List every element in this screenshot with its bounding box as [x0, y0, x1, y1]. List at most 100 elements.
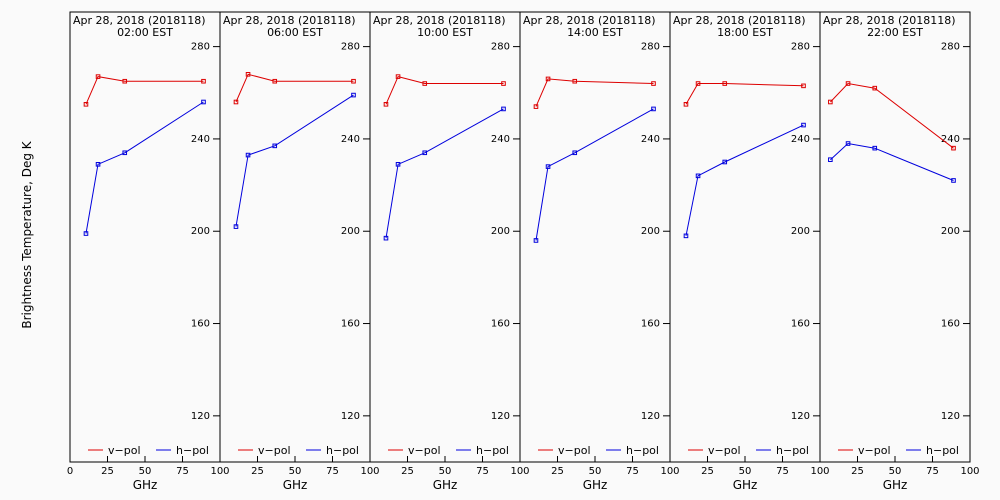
x-tick-label: 25: [851, 466, 864, 477]
y-tick-label: 200: [941, 226, 960, 237]
x-tick-label: 25: [701, 466, 714, 477]
vpol-point: [395, 74, 401, 79]
y-tick-label: 160: [641, 319, 660, 330]
panel-1: Apr 28, 2018 (2018118)02:00 EST 120 160 200…: [67, 11, 230, 492]
vpol-line: [385, 76, 504, 105]
vpol-point: [695, 81, 701, 86]
y-tick-label: 200: [341, 226, 360, 237]
hpol-point: [201, 99, 206, 105]
y-tick-label: 120: [941, 411, 960, 422]
y-tick-label: 160: [341, 319, 360, 330]
vpol-point: [683, 102, 689, 107]
x-tick-label: 25: [401, 466, 414, 477]
y-tick-label: 200: [641, 226, 660, 237]
y-tick-label: 240: [491, 134, 510, 145]
vpol-point: [422, 81, 428, 86]
vpol-point: [651, 81, 656, 86]
x-tick-label: 25: [101, 466, 114, 477]
x-axis-label: GHz: [583, 478, 608, 492]
x-tick-label: 50: [739, 466, 752, 477]
vpol-point: [501, 81, 506, 86]
y-tick-label: 200: [191, 226, 210, 237]
x-tick-label: 100: [960, 466, 979, 477]
x-tick-label: 75: [626, 466, 639, 477]
hpol-point: [872, 145, 878, 151]
hpol-point: [122, 150, 128, 156]
legend-hpol-label: h−pol: [626, 444, 659, 457]
x-tick-label: 25: [551, 466, 564, 477]
hpol-point: [572, 150, 578, 156]
panel-subtitle: 10:00 EST: [417, 26, 473, 39]
hpol-point: [533, 238, 539, 243]
vpol-point: [545, 76, 551, 82]
x-tick-label: 75: [176, 466, 189, 477]
y-axis-label: Brightness Temperature, Deg K: [20, 140, 34, 328]
y-tick-label: 120: [191, 411, 210, 422]
x-tick-label: 50: [889, 466, 902, 477]
legend-hpol-label: h−pol: [326, 444, 359, 457]
panel-title: Apr 28, 2018 (2018118): [523, 14, 656, 27]
vpol-point: [801, 83, 806, 89]
y-tick-label: 120: [641, 411, 660, 422]
vpol-point: [201, 78, 206, 84]
y-tick-label: 240: [791, 134, 810, 145]
vpol-line: [685, 83, 804, 105]
hpol-point: [395, 162, 401, 167]
vpol-line: [535, 78, 654, 107]
x-tick-label: 100: [210, 466, 229, 477]
hpol-point: [95, 162, 101, 167]
hpol-point: [828, 157, 833, 162]
vpol-point: [872, 85, 878, 91]
legend-vpol-label: v−pol: [258, 444, 291, 457]
vpol-point: [122, 78, 128, 84]
vpol-point: [533, 104, 539, 109]
hpol-point: [351, 92, 356, 98]
hpol-point: [233, 224, 239, 229]
y-tick-label: 160: [191, 319, 210, 330]
y-tick-label: 240: [191, 134, 210, 145]
legend-hpol-label: h−pol: [926, 444, 959, 457]
vpol-line: [85, 76, 204, 105]
hpol-line: [235, 94, 354, 227]
vpol-line: [830, 82, 954, 149]
legend-vpol-label: v−pol: [558, 444, 591, 457]
vpol-point: [572, 78, 578, 84]
panel-5: Apr 28, 2018 (2018118)18:00 EST 120 160 200…: [669, 11, 830, 492]
panel-4: Apr 28, 2018 (2018118)14:00 EST 120 160 200…: [519, 11, 680, 492]
x-tick-label: 50: [589, 466, 602, 477]
hpol-point: [545, 164, 551, 169]
panel-title: Apr 28, 2018 (2018118): [673, 14, 806, 27]
x-tick-label: 100: [810, 466, 829, 477]
x-tick-label: 100: [360, 466, 379, 477]
hpol-line: [85, 101, 204, 234]
panel-subtitle: 14:00 EST: [567, 26, 623, 39]
y-tick-label: 280: [491, 42, 510, 53]
y-tick-label: 280: [641, 42, 660, 53]
y-tick-label: 160: [941, 319, 960, 330]
legend-vpol-label: v−pol: [858, 444, 891, 457]
vpol-point: [351, 78, 356, 84]
hpol-line: [685, 124, 804, 236]
panel-subtitle: 02:00 EST: [117, 26, 173, 39]
vpol-point: [383, 102, 389, 107]
vpol-point: [245, 72, 251, 77]
y-tick-label: 120: [791, 411, 810, 422]
hpol-point: [951, 178, 956, 183]
x-axis-label: GHz: [883, 478, 908, 492]
vpol-point: [233, 99, 239, 105]
y-tick-label: 280: [341, 42, 360, 53]
panel-subtitle: 18:00 EST: [717, 26, 773, 39]
y-tick-label: 120: [491, 411, 510, 422]
vpol-point: [845, 81, 851, 86]
vpol-point: [828, 99, 833, 105]
y-tick-label: 120: [341, 411, 360, 422]
y-tick-label: 280: [791, 42, 810, 53]
x-tick-label: 75: [326, 466, 339, 477]
hpol-point: [272, 143, 278, 149]
x-axis-label: GHz: [283, 478, 308, 492]
x-tick-label: 25: [251, 466, 264, 477]
y-tick-label: 240: [641, 134, 660, 145]
hpol-point: [845, 141, 851, 146]
x-tick-label: 50: [439, 466, 452, 477]
